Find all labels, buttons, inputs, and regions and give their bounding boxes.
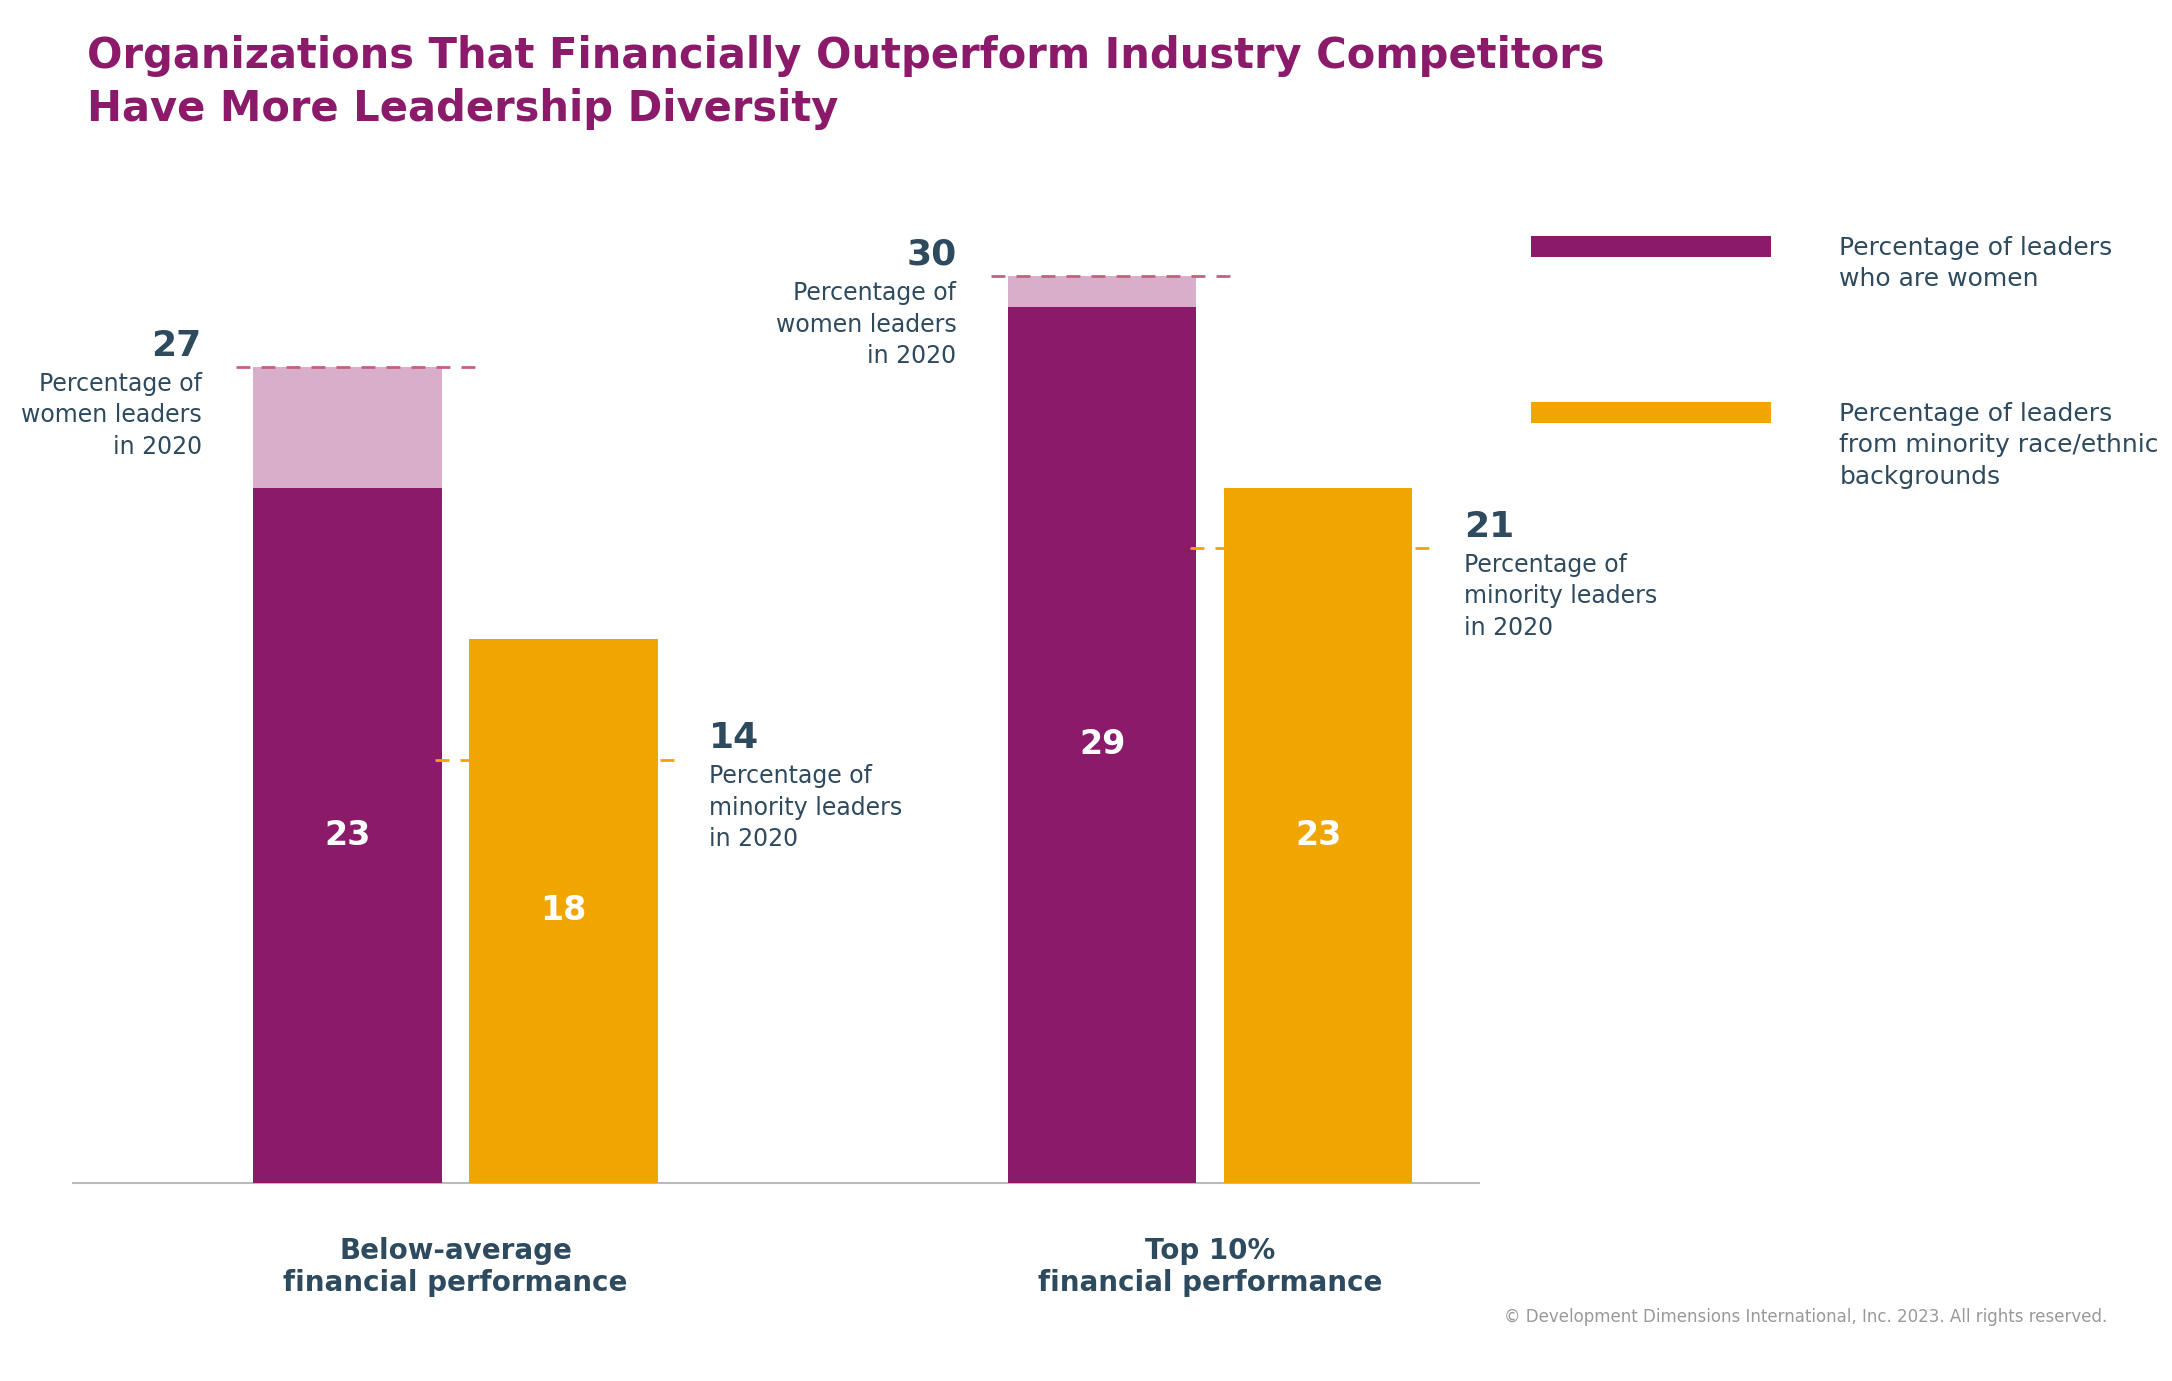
Text: Top 10%
financial performance: Top 10% financial performance <box>1038 1237 1381 1297</box>
Bar <box>1008 307 1197 1182</box>
Text: 23: 23 <box>1295 819 1342 852</box>
Text: 23: 23 <box>324 819 371 852</box>
Bar <box>1531 236 1770 257</box>
Bar <box>1531 402 1770 423</box>
Bar <box>1008 276 1197 307</box>
Text: Percentage of
minority leaders
in 2020: Percentage of minority leaders in 2020 <box>1464 552 1657 639</box>
Text: 14: 14 <box>710 721 760 755</box>
Bar <box>1223 487 1412 1182</box>
Text: Percentage of leaders
who are women: Percentage of leaders who are women <box>1840 236 2113 291</box>
Text: 18: 18 <box>541 895 586 927</box>
Text: 29: 29 <box>1079 728 1125 761</box>
Text: 27: 27 <box>152 329 202 363</box>
Bar <box>469 639 658 1182</box>
Text: 30: 30 <box>906 238 956 272</box>
Text: © Development Dimensions International, Inc. 2023. All rights reserved.: © Development Dimensions International, … <box>1503 1308 2107 1326</box>
Text: Percentage of
women leaders
in 2020: Percentage of women leaders in 2020 <box>775 280 956 369</box>
Text: Percentage of leaders
from minority race/ethnic
backgrounds: Percentage of leaders from minority race… <box>1840 402 2159 489</box>
Text: Below-average
financial performance: Below-average financial performance <box>285 1237 628 1297</box>
Text: 21: 21 <box>1464 510 1514 544</box>
Text: Percentage of
women leaders
in 2020: Percentage of women leaders in 2020 <box>22 371 202 458</box>
Bar <box>254 367 441 487</box>
Text: Percentage of
minority leaders
in 2020: Percentage of minority leaders in 2020 <box>710 764 904 852</box>
Text: Organizations That Financially Outperform Industry Competitors
Have More Leaders: Organizations That Financially Outperfor… <box>87 35 1605 130</box>
Bar <box>254 487 441 1182</box>
